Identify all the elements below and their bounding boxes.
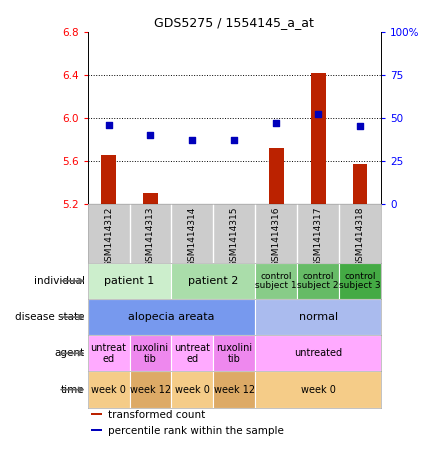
Bar [255, 335, 381, 371]
Text: control
subject 3: control subject 3 [339, 271, 381, 290]
Point [105, 121, 112, 128]
Text: patient 1: patient 1 [104, 276, 155, 286]
Text: week 12: week 12 [130, 385, 171, 395]
Bar [213, 371, 255, 408]
Bar [91, 429, 102, 431]
Text: week 0: week 0 [91, 385, 126, 395]
Text: normal: normal [299, 312, 338, 322]
Bar [353, 164, 367, 204]
Text: untreat
ed: untreat ed [91, 343, 127, 364]
Bar [101, 155, 116, 204]
Bar [255, 299, 381, 335]
Text: GSM1414312: GSM1414312 [104, 207, 113, 267]
Text: week 0: week 0 [175, 385, 210, 395]
Bar [269, 148, 283, 204]
Text: untreat
ed: untreat ed [174, 343, 210, 364]
Text: GSM1414313: GSM1414313 [146, 207, 155, 267]
Text: alopecia areata: alopecia areata [128, 312, 215, 322]
Text: GSM1414314: GSM1414314 [188, 207, 197, 267]
Point [189, 136, 196, 144]
Point [273, 119, 280, 126]
Bar [143, 193, 158, 204]
Bar [130, 335, 171, 371]
Text: control
subject 1: control subject 1 [255, 271, 297, 290]
Bar [255, 371, 381, 408]
Point [147, 131, 154, 139]
Bar [171, 263, 255, 299]
Text: percentile rank within the sample: percentile rank within the sample [108, 425, 284, 435]
Text: GSM1414317: GSM1414317 [314, 207, 323, 267]
Text: patient 2: patient 2 [188, 276, 239, 286]
Bar [88, 299, 255, 335]
Text: transformed count: transformed count [108, 410, 205, 419]
Bar [297, 263, 339, 299]
Text: week 12: week 12 [214, 385, 255, 395]
Bar [130, 371, 171, 408]
Bar [88, 263, 171, 299]
Bar [171, 335, 213, 371]
Bar [339, 263, 381, 299]
Bar [311, 72, 325, 204]
Text: GSM1414315: GSM1414315 [230, 207, 239, 267]
Text: GSM1414318: GSM1414318 [356, 207, 364, 267]
Bar [227, 204, 242, 206]
Text: time: time [61, 385, 85, 395]
Bar [171, 371, 213, 408]
Title: GDS5275 / 1554145_a_at: GDS5275 / 1554145_a_at [154, 16, 314, 29]
Text: GSM1414316: GSM1414316 [272, 207, 281, 267]
Point [314, 111, 321, 118]
Bar [255, 263, 297, 299]
Text: ruxolini
tib: ruxolini tib [132, 343, 169, 364]
Text: control
subject 2: control subject 2 [297, 271, 339, 290]
Text: individual: individual [34, 276, 85, 286]
Text: disease state: disease state [15, 312, 85, 322]
Bar [88, 371, 130, 408]
Point [231, 136, 238, 144]
Text: untreated: untreated [294, 348, 342, 358]
Bar [185, 204, 200, 206]
Bar [91, 413, 102, 415]
Text: ruxolini
tib: ruxolini tib [216, 343, 252, 364]
Bar [213, 335, 255, 371]
Point [357, 123, 364, 130]
Bar [88, 335, 130, 371]
Text: agent: agent [55, 348, 85, 358]
Text: week 0: week 0 [301, 385, 336, 395]
